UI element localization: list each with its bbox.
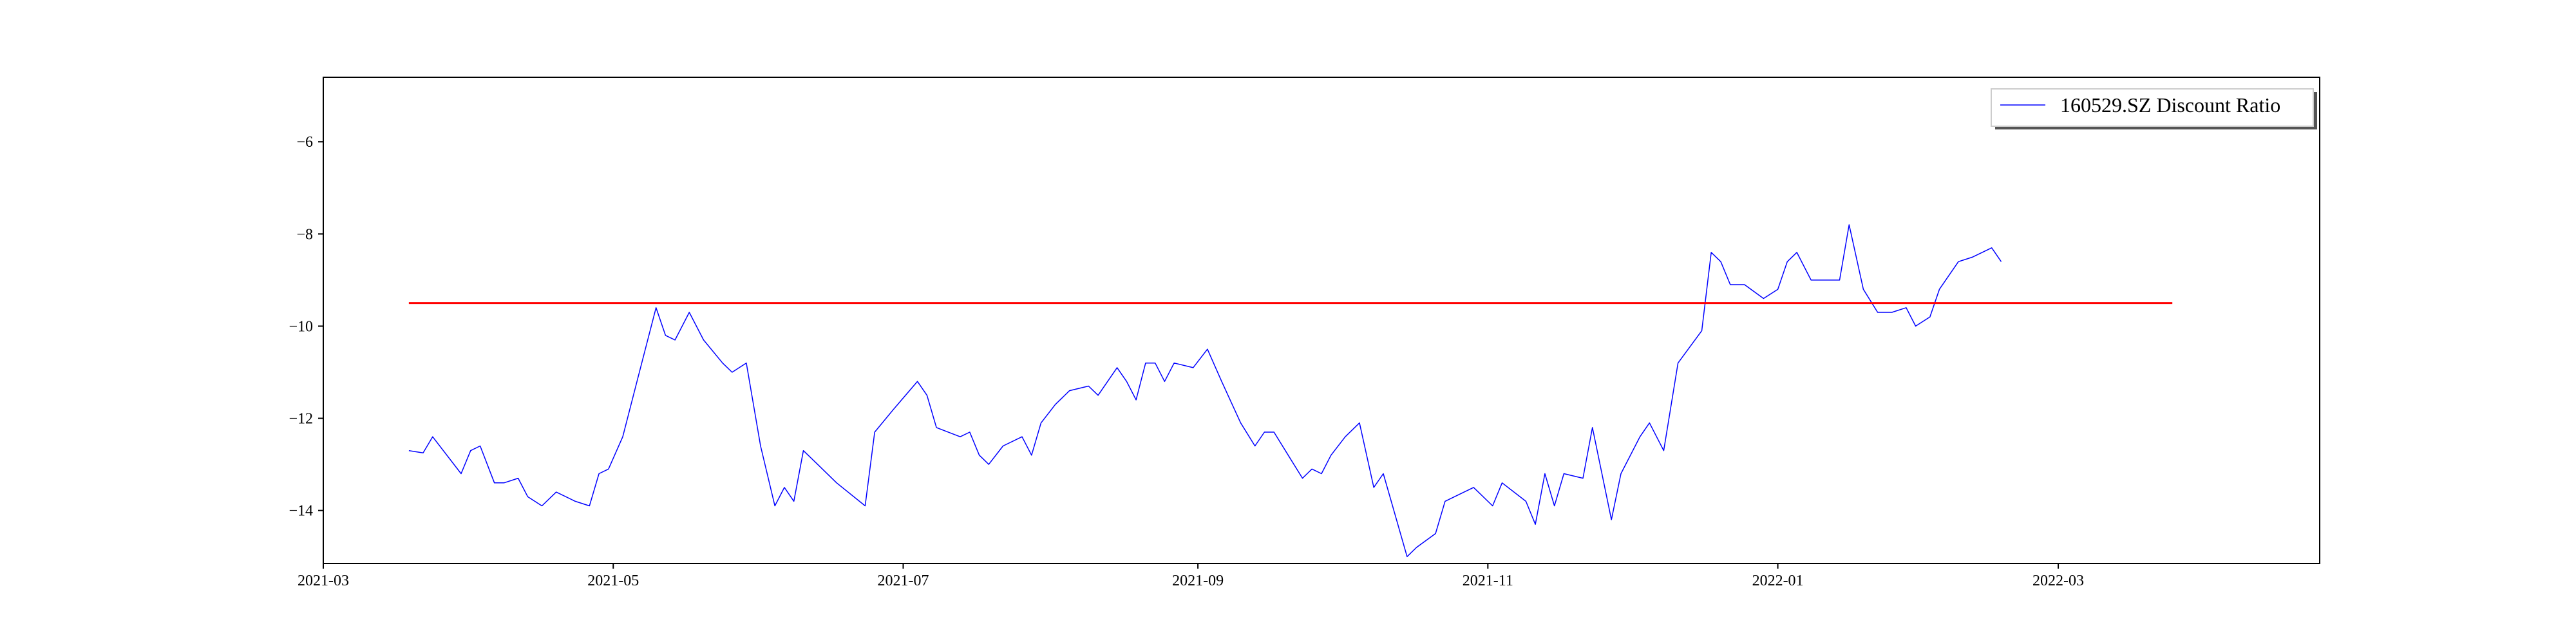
chart-legend: 160529.SZ Discount Ratio: [1991, 88, 2317, 129]
series-layer: [408, 224, 2173, 558]
y-tick-label-2: −10: [289, 318, 313, 335]
x-tick-label-5: 2022-01: [1752, 573, 1804, 589]
legend-box: [1991, 88, 2314, 127]
axes-layer: 2021-03 2021-05 2021-07 2021-09 2021-11 2022-…: [289, 77, 2320, 589]
x-tick-label-2: 2021-07: [877, 573, 929, 589]
y-tick-label-0: −14: [289, 503, 313, 520]
y-tick-label-1: −12: [289, 411, 313, 428]
x-tick-label-1: 2021-05: [587, 573, 639, 589]
x-tick-label-4: 2021-11: [1463, 573, 1513, 589]
x-tick-label-3: 2021-09: [1172, 573, 1224, 589]
plot-frame: [323, 77, 2320, 564]
y-tick-label-4: −6: [296, 134, 313, 151]
x-tick-label-6: 2022-03: [2032, 573, 2084, 589]
series-line-0: [408, 224, 2002, 558]
x-tick-label-0: 2021-03: [298, 573, 349, 589]
y-tick-label-3: −8: [296, 226, 313, 243]
legend-label: 160529.SZ Discount Ratio: [2060, 93, 2280, 117]
